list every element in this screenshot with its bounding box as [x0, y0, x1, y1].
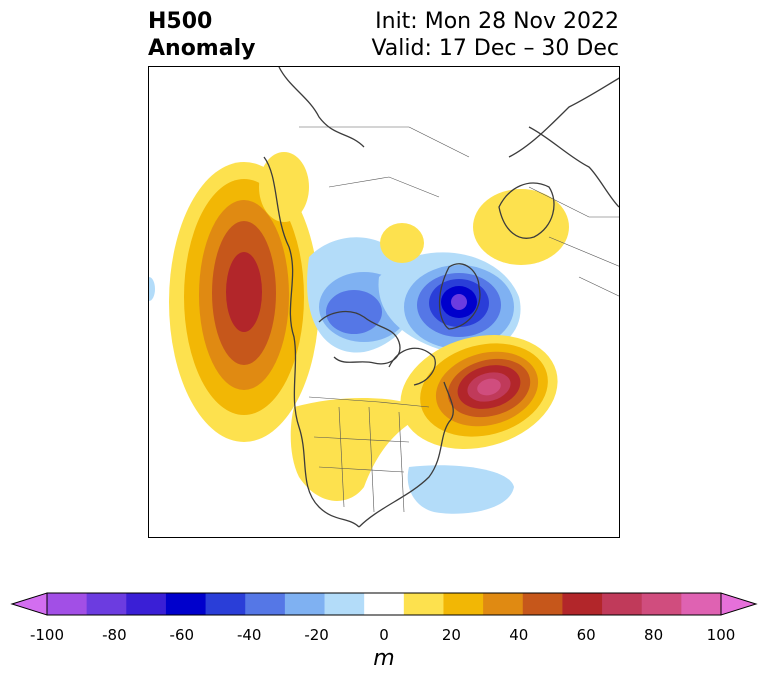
title-block-left: H500 Anomaly — [148, 8, 255, 62]
colorbar-bin — [602, 593, 643, 615]
title-block-right: Init: Mon 28 Nov 2022 Valid: 17 Dec – 30… — [371, 8, 619, 62]
colorbar-tick-label: -40 — [236, 626, 262, 644]
greenland-ridge — [380, 223, 424, 263]
nw-canada-ridge — [259, 152, 309, 222]
colorbar-bin — [443, 593, 484, 615]
colorbar-tick-label: 40 — [509, 626, 529, 644]
colorbar-tick-label: -60 — [169, 626, 195, 644]
colorbar-bin — [641, 593, 682, 615]
map-panel — [148, 66, 620, 538]
valid-range: Valid: 17 Dec – 30 Dec — [371, 36, 619, 61]
colorbar-tick-label: -100 — [29, 626, 65, 644]
colorbar-bin — [47, 593, 88, 615]
colorbar-unit: m — [373, 646, 395, 671]
colorbar-bin — [562, 593, 603, 615]
scandinavia-ridge — [473, 189, 569, 265]
colorbar-bin — [86, 593, 127, 615]
southeast-trough — [407, 465, 514, 514]
title-field: H500 — [148, 9, 213, 34]
colorbar-tick-label: -80 — [102, 626, 127, 644]
borders — [299, 126, 619, 513]
colorbar-bin — [284, 593, 326, 615]
colorbar-bin — [681, 593, 722, 615]
coastlines — [263, 67, 619, 528]
greenland-trough — [378, 252, 521, 355]
colorbar-tick-label: 0 — [379, 626, 389, 644]
colorbar-svg — [10, 592, 758, 616]
colorbar-extend-min — [10, 592, 48, 616]
colorbar-extend-max — [720, 592, 758, 616]
colorbar-bin — [483, 593, 524, 615]
pacific-edge-trough — [149, 277, 155, 301]
anomaly-map — [149, 67, 619, 528]
colorbar-bin — [165, 593, 207, 615]
colorbar-outline — [46, 592, 722, 616]
colorbar-bin — [205, 593, 246, 615]
init-date: Init: Mon 28 Nov 2022 — [375, 9, 619, 34]
pacific-ridge — [169, 162, 319, 442]
colorbar-tick-label: 60 — [576, 626, 596, 644]
colorbar-bin — [403, 593, 444, 615]
colorbar-bin — [364, 593, 405, 615]
west-us-ridge — [290, 397, 429, 501]
atlantic-ridge — [400, 334, 558, 450]
colorbar-bin — [245, 593, 286, 615]
colorbar-bin — [126, 593, 167, 615]
arctic-canada-trough — [307, 237, 417, 353]
colorbar-tick-label: -20 — [304, 626, 329, 644]
colorbar-tick-label: 100 — [706, 626, 736, 644]
colorbar — [0, 585, 768, 625]
colorbar-tick-label: 20 — [441, 626, 461, 644]
title-type: Anomaly — [148, 36, 256, 61]
colorbar-bin — [324, 593, 365, 615]
colorbar-bin — [522, 593, 563, 615]
colorbar-tick-label: 80 — [644, 626, 664, 644]
